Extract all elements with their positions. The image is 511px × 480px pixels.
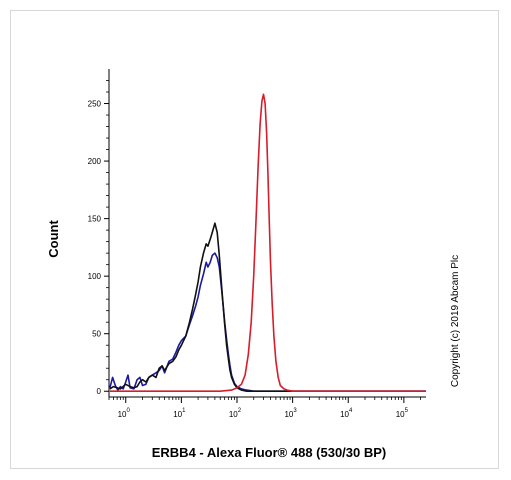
y-tick-label-200: 200 [88,157,102,166]
y-tick-label-150: 150 [88,215,102,224]
y-tick-label-50: 50 [92,330,101,339]
copyright-notice: Copyright (c) 2019 Abcam Plc [450,255,461,387]
y-tick-label-0: 0 [97,387,102,396]
y-axis-title: Count [46,220,61,258]
histogram-series-2 [109,222,426,393]
x-tick-label-100: 102 [229,408,242,419]
y-tick-label-250: 250 [88,100,102,109]
x-tick-label-10: 101 [173,408,186,419]
histogram-series-3 [109,93,426,393]
x-tick-label-1: 100 [118,408,131,419]
x-tick-label-1000: 103 [284,408,297,419]
histogram-series-1 [109,252,426,393]
y-tick-label-100: 100 [88,272,102,281]
x-tick-label-100000: 105 [396,408,409,419]
x-axis-title: ERBB4 - Alexa Fluor® 488 (530/30 BP) [152,445,387,460]
chart-svg: 0 50 100 150 200 250 100 101 102 103 104 105 ERBB4 … [46,69,461,460]
chart-frame: 0 50 100 150 200 250 100 101 102 103 104 105 ERBB4 … [10,10,499,469]
x-tick-label-10000: 104 [340,408,353,419]
